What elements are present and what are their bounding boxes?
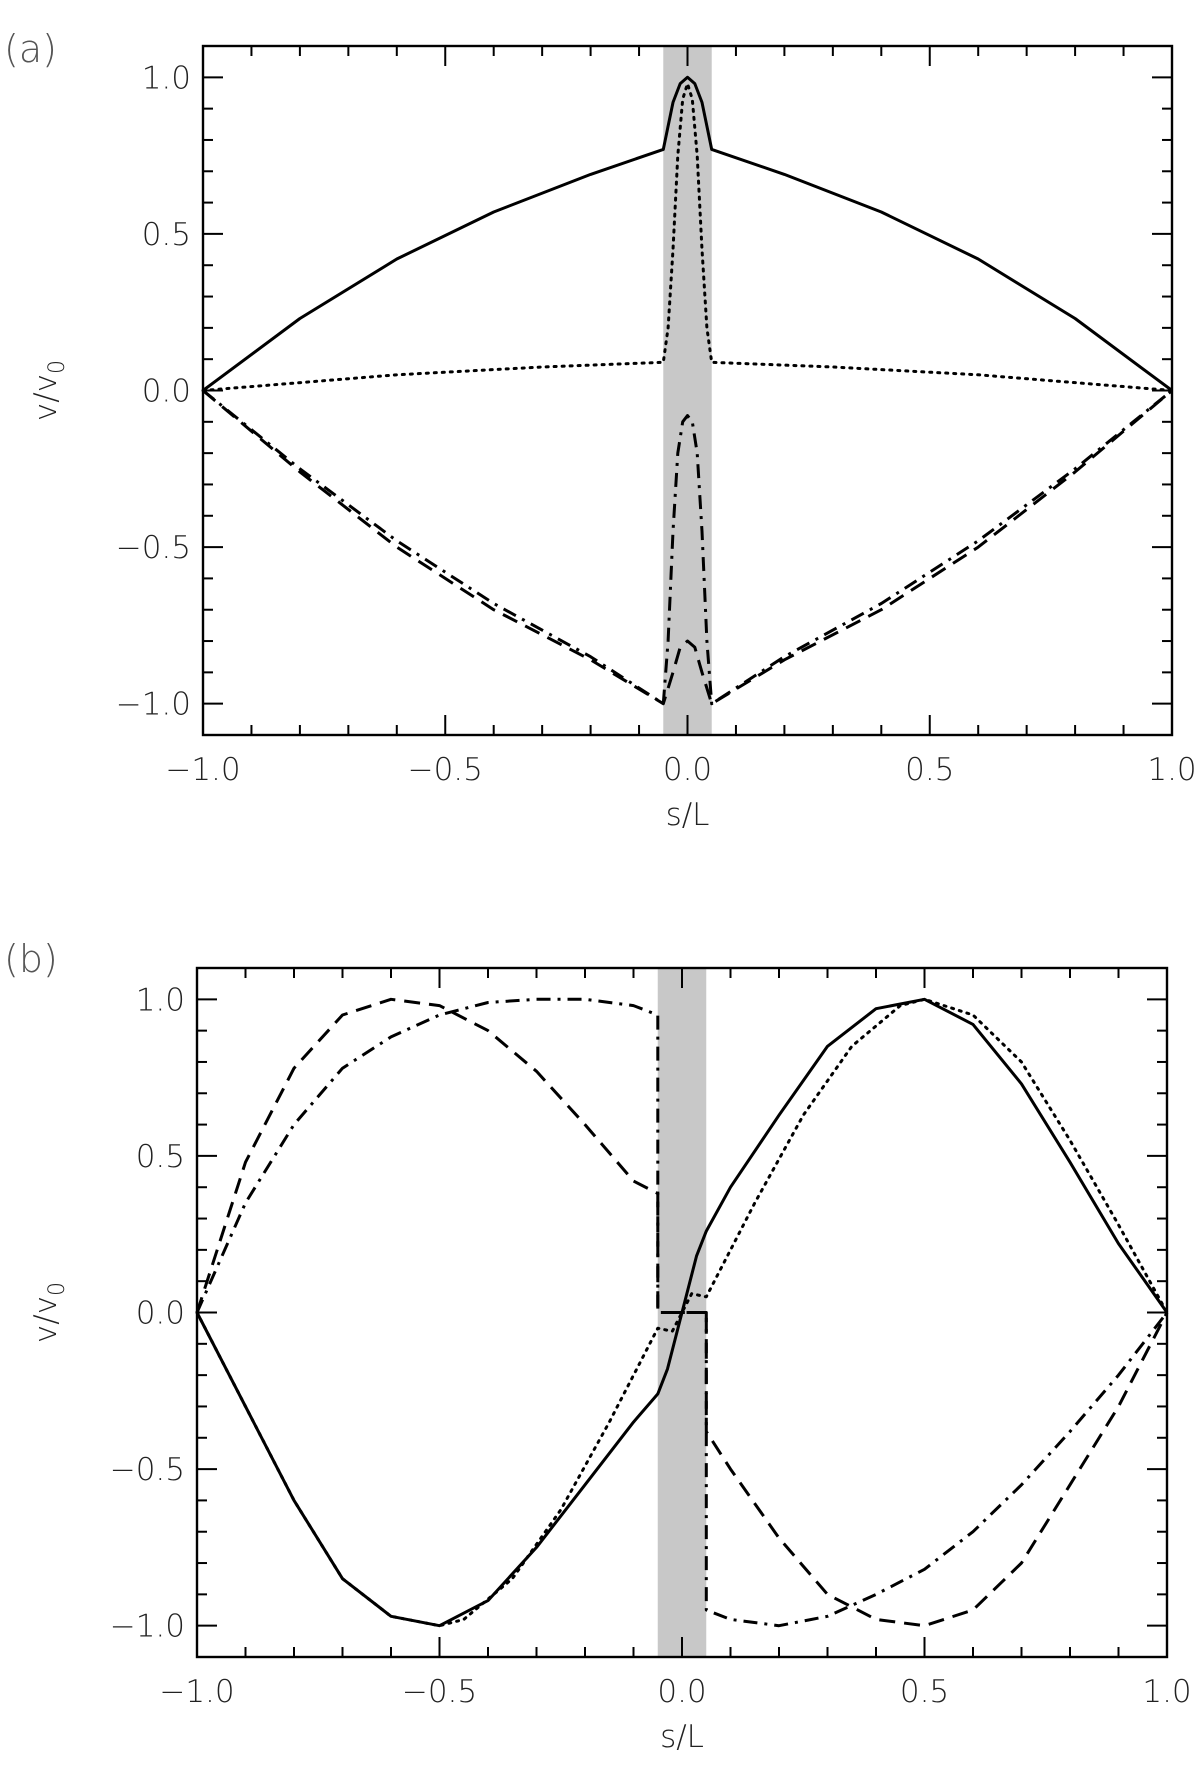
- series-line-dashed: [202, 389, 1173, 706]
- y-axis-label: v/v0: [28, 1282, 70, 1343]
- series-line-dash-dot: [195, 997, 1169, 1628]
- x-tick-label: −1.0: [159, 1674, 234, 1710]
- y-axis-label: v/v0: [28, 360, 70, 421]
- series-line-dash-dot: [202, 389, 1173, 706]
- x-tick-label: −0.5: [408, 752, 483, 788]
- x-tick-label: −1.0: [165, 752, 240, 788]
- x-tick-label: 0.0: [663, 752, 712, 788]
- y-tick-label: −0.5: [116, 530, 191, 566]
- x-tick-label: 0.5: [900, 1674, 949, 1710]
- shaded-band: [663, 46, 712, 735]
- y-tick-label: −1.0: [116, 687, 191, 723]
- panel-b: −1.0 −0.5 0.0 0.5 1.0 −1.0 −0.5 0.0 0.5 1.0 s/L v/v…: [4, 937, 1192, 1755]
- x-tick-label: 1.0: [1142, 1674, 1191, 1710]
- y-tick-label: 0.5: [136, 1139, 185, 1175]
- x-tick-label: 0.0: [657, 1674, 706, 1710]
- series-line-solid: [202, 75, 1173, 392]
- panel-a: −1.0 −0.5 0.0 0.5 1.0 −1.0 −0.5 0.0 0.5 1.0 s/L v/v…: [4, 27, 1197, 833]
- y-tick-label: 0.5: [142, 217, 191, 253]
- x-tick-label: −0.5: [402, 1674, 477, 1710]
- panel-label: (b): [4, 937, 58, 981]
- y-tick-label: 0.0: [136, 1296, 185, 1332]
- x-axis-label: s/L: [660, 1719, 704, 1755]
- y-tick-label: −1.0: [110, 1609, 185, 1645]
- y-tick-label: 1.0: [136, 982, 185, 1018]
- series-group: [195, 997, 1169, 1628]
- x-tick-label: 1.0: [1147, 752, 1196, 788]
- y-tick-label: −0.5: [110, 1452, 185, 1488]
- x-tick-label: 0.5: [905, 752, 954, 788]
- series-group: [201, 75, 1174, 706]
- series-line-dashed: [195, 997, 1169, 1628]
- y-tick-label: 0.0: [142, 374, 191, 410]
- y-tick-label: 1.0: [142, 60, 191, 96]
- panel-label: (a): [4, 27, 57, 71]
- x-axis-label: s/L: [666, 797, 710, 833]
